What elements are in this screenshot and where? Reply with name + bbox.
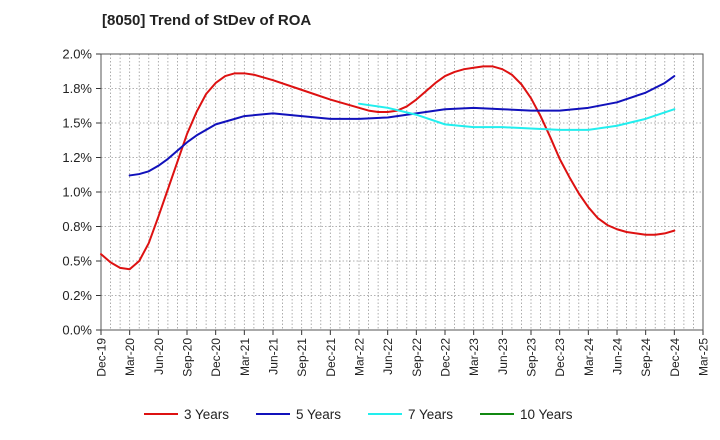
x-tick-label: Sep-22	[410, 338, 424, 377]
y-tick-label: 2.0%	[62, 47, 92, 62]
legend-item: 10 Years	[480, 407, 573, 422]
x-tick-label: Dec-24	[668, 338, 682, 377]
y-tick-label: 0.8%	[62, 219, 92, 234]
y-tick-label: 0.5%	[62, 254, 92, 269]
x-tick-label: Mar-24	[582, 338, 596, 376]
chart-title: [8050] Trend of StDev of ROA	[102, 12, 312, 29]
x-tick-label: Mar-23	[467, 338, 481, 376]
legend-item: 5 Years	[256, 407, 341, 422]
x-tick-label: Dec-19	[95, 338, 109, 377]
x-tick-label: Jun-23	[496, 338, 510, 375]
x-tick-label: Mar-22	[353, 338, 367, 376]
x-tick-label: Dec-22	[439, 338, 453, 377]
legend-label: 10 Years	[520, 407, 573, 422]
y-tick-label: 1.0%	[62, 185, 92, 200]
series-lines	[100, 65, 676, 271]
legend-item: 7 Years	[368, 407, 453, 422]
series-line-3-years	[100, 65, 676, 271]
y-tick-label: 1.5%	[62, 116, 92, 131]
legend-label: 3 Years	[184, 407, 229, 422]
y-tick-label: 1.2%	[62, 150, 92, 165]
x-tick-label: Mar-20	[123, 338, 137, 376]
series-line-5-years	[128, 75, 676, 177]
x-tick-label: Sep-23	[525, 338, 539, 377]
series-line-7-years	[358, 102, 676, 131]
x-tick-label: Jun-21	[267, 338, 281, 375]
legend: 3 Years 5 Years 7 Years 10 Years	[144, 407, 573, 422]
x-tick-label: Mar-25	[697, 338, 711, 376]
axes: 0.0% 0.2% 0.5% 0.8% 1.0% 1.2% 1.5% 1.8% 2.0% Dec-…	[62, 47, 710, 377]
x-tick-label: Sep-20	[181, 338, 195, 377]
x-tick-label: Dec-21	[324, 338, 338, 377]
y-tick-label: 1.8%	[62, 81, 92, 96]
x-tick-label: Dec-20	[209, 338, 223, 377]
x-tick-label: Jun-24	[611, 338, 625, 375]
x-tick-label: Jun-20	[152, 338, 166, 375]
legend-item: 3 Years	[144, 407, 229, 422]
plot-border	[100, 53, 704, 331]
legend-label: 7 Years	[408, 407, 453, 422]
x-tick-label: Mar-21	[238, 338, 252, 376]
x-tick-label: Sep-24	[639, 338, 653, 377]
x-tick-label: Dec-23	[553, 338, 567, 377]
legend-label: 5 Years	[296, 407, 341, 422]
x-tick-label: Sep-21	[295, 338, 309, 377]
y-tick-label: 0.0%	[62, 323, 92, 338]
y-tick-label: 0.2%	[62, 288, 92, 303]
x-tick-label: Jun-22	[381, 338, 395, 375]
